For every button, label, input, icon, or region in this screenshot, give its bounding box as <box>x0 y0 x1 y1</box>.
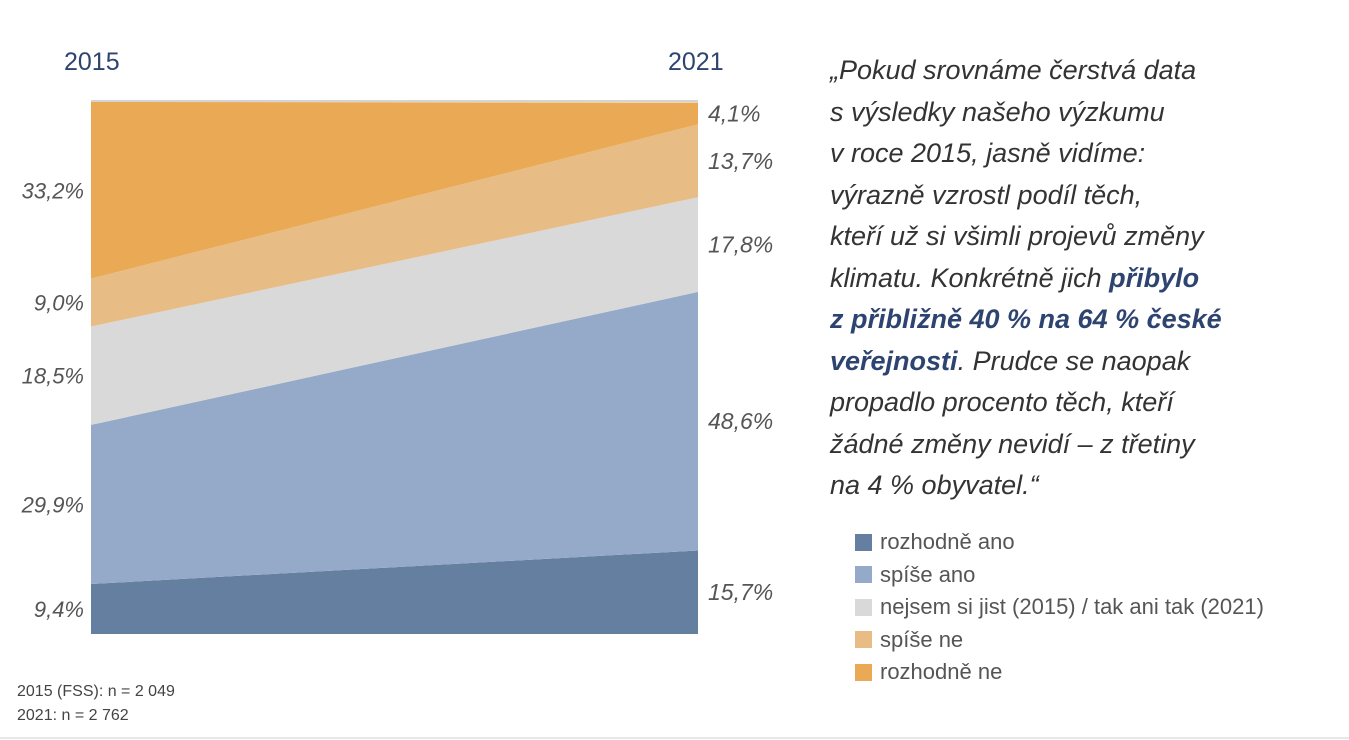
sample-size-note: 2015 (FSS): n = 2 049 2021: n = 2 762 <box>17 680 175 728</box>
area-spise-ne <box>91 124 698 327</box>
legend-label: nejsem si jist (2015) / tak ani tak (202… <box>880 594 1264 620</box>
legend-item-rozhodne-ne: rozhodně ne <box>855 656 1264 689</box>
label-2021-nejsem-si-jist-2015-tak-ani-tak-2021: 17,8% <box>708 232 773 258</box>
label-2021-spise-ano: 48,6% <box>708 408 773 434</box>
legend-label: spíše ne <box>880 626 964 652</box>
stacked-area-chart: 9,4% 15,7% 29,9% 48,6% 18,5% 17,8% 9,0% 13,7% 33… <box>21 100 773 634</box>
legend-swatch <box>855 663 872 681</box>
label-2015-rozhodne-ne: 33,2% <box>22 178 84 203</box>
label-2015-nejsem-si-jist-2015-tak-ani-tak-2021: 18,5% <box>22 364 84 389</box>
year-label-2021: 2021 <box>668 48 724 76</box>
legend-item-rozhodne-ano: rozhodně ano <box>855 526 1264 559</box>
year-label-2015: 2015 <box>64 48 120 76</box>
legend-label: rozhodně ano <box>880 529 1015 555</box>
legend-swatch <box>855 631 872 649</box>
label-2021-rozhodne-ne: 4,1% <box>708 100 760 126</box>
label-2021-spise-ne: 13,7% <box>708 148 773 174</box>
quote-part-1: „Pokud srovnáme čerstvá data s výsledky … <box>830 55 1204 293</box>
quote-text: „Pokud srovnáme čerstvá data s výsledky … <box>830 50 1330 507</box>
sample-size-2021: 2021: n = 2 762 <box>17 707 129 724</box>
label-2015-spise-ne: 9,0% <box>34 291 84 316</box>
label-2015-rozhodne-ano: 9,4% <box>34 597 84 622</box>
legend-item-spise-ne: spíše ne <box>855 624 1264 657</box>
area-nejsem-si-jist-2015-tak-ani-tak-2021 <box>91 197 698 425</box>
area-rozhodne-ano <box>91 550 698 634</box>
legend-label: rozhodně ne <box>880 659 1003 685</box>
chart-legend: rozhodně ano spíše ano nejsem si jist (201… <box>855 526 1264 689</box>
sample-size-2015: 2015 (FSS): n = 2 049 <box>17 683 175 700</box>
legend-swatch <box>855 566 872 584</box>
label-2015-spise-ano: 29,9% <box>21 492 84 517</box>
area-rozhodne-ne <box>91 102 698 279</box>
legend-item-nejsem-si-jist-2015-tak-ani-tak-2021: nejsem si jist (2015) / tak ani tak (202… <box>855 591 1264 624</box>
area-spise-ano <box>91 291 698 584</box>
label-2021-rozhodne-ano: 15,7% <box>708 579 773 605</box>
quote-highlight: přibylo z přibližně 40 % na 64 % české v… <box>830 262 1222 376</box>
legend-swatch <box>855 598 872 616</box>
legend-swatch <box>855 533 872 551</box>
legend-label: spíše ano <box>880 561 976 587</box>
bottom-divider <box>0 737 1349 739</box>
quote-part-2: . Prudce se naopak propadlo procento těc… <box>830 345 1195 501</box>
legend-item-spise-ano: spíše ano <box>855 559 1264 592</box>
